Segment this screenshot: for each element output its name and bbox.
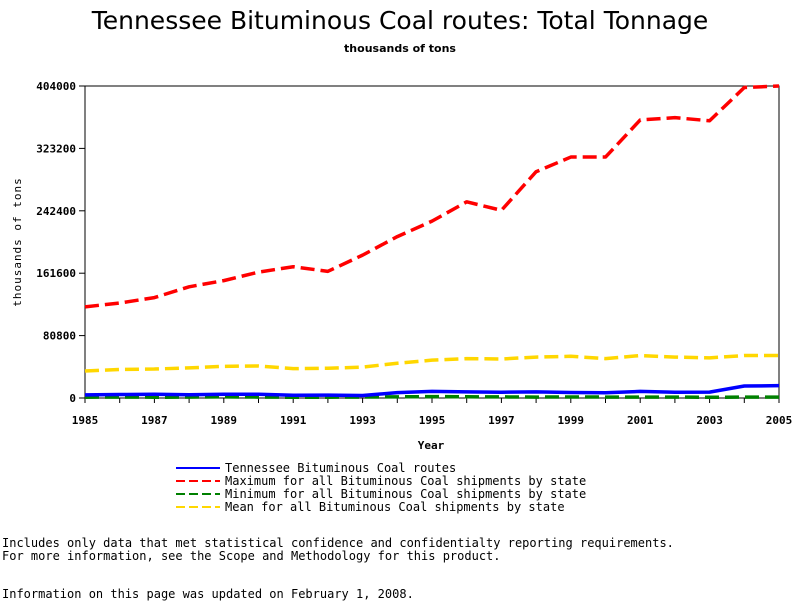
x-tick-label: 1993: [349, 414, 376, 427]
x-tick-label: 1997: [488, 414, 515, 427]
legend-label: Mean for all Bituminous Coal shipments b…: [225, 499, 565, 514]
chart-title: Tennessee Bituminous Coal routes: Total …: [91, 6, 709, 35]
x-axis-ticks: 1985 1987 1989 1991 1993 1995 1997 1999 2001 2003…: [72, 398, 793, 427]
legend-item-maximum: Maximum for all Bituminous Coal shipment…: [176, 473, 587, 488]
x-tick-label: 1985: [72, 414, 99, 427]
legend-swatch: [176, 479, 220, 482]
plot-frame: [84, 85, 780, 399]
x-axis-label: Year: [418, 439, 445, 452]
legend-item-minimum: Minimum for all Bituminous Coal shipment…: [176, 486, 587, 501]
footnote-updated: Information on this page was updated on …: [2, 587, 414, 601]
y-tick-label: 80800: [43, 330, 76, 343]
legend-swatch: [176, 466, 220, 469]
y-tick-label: 404000: [36, 80, 76, 93]
x-tick-label: 2001: [627, 414, 654, 427]
legend-swatch: [176, 505, 220, 508]
chart-subtitle: thousands of tons: [344, 42, 456, 55]
footnote-methodology: For more information, see the Scope and …: [2, 549, 501, 563]
x-tick-label: 1999: [558, 414, 585, 427]
legend-label: Minimum for all Bituminous Coal shipment…: [225, 486, 587, 501]
legend-label: Maximum for all Bituminous Coal shipment…: [225, 473, 587, 488]
y-axis-label: thousands of tons: [11, 177, 24, 307]
legend-item-mean: Mean for all Bituminous Coal shipments b…: [176, 499, 586, 514]
x-tick-label: 2005: [766, 414, 793, 427]
legend-label: Tennessee Bituminous Coal routes: [225, 460, 457, 475]
y-tick-label: 161600: [36, 267, 76, 280]
legend-item-tennessee: Tennessee Bituminous Coal routes: [176, 460, 586, 475]
y-tick-label: 323200: [36, 142, 76, 155]
series-line-minimum: [84, 394, 780, 399]
legend-swatch: [176, 492, 220, 495]
series-line-tennessee: [84, 383, 780, 398]
series-lines: [84, 84, 780, 399]
y-tick-label: 242400: [36, 205, 76, 218]
series-line-maximum: [84, 84, 780, 309]
chart-axes: [84, 85, 780, 399]
y-axis-ticks: 0 80800 161600 242400 323200 404000: [36, 80, 85, 405]
x-tick-label: 1989: [211, 414, 238, 427]
x-tick-label: 1991: [280, 414, 307, 427]
footnote-confidence: Includes only data that met statistical …: [2, 536, 674, 550]
x-tick-label: 2003: [696, 414, 723, 427]
x-tick-label: 1987: [141, 414, 168, 427]
x-tick-label: 1995: [419, 414, 446, 427]
chart-legend: Tennessee Bituminous Coal routes Maximum …: [176, 460, 587, 514]
y-tick-label: 0: [69, 392, 76, 405]
series-line-mean: [84, 353, 779, 373]
